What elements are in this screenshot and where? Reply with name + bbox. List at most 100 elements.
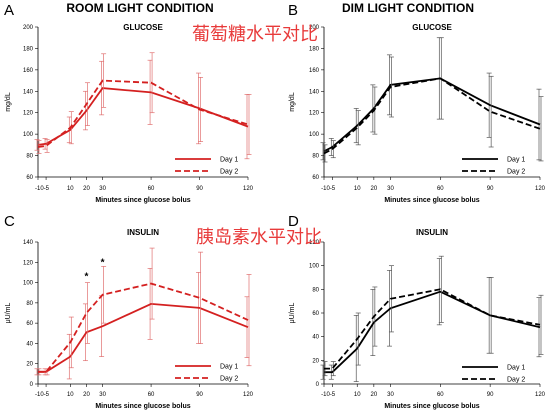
room-light-title: ROOM LIGHT CONDITION bbox=[66, 1, 213, 15]
panel-letter-b: B bbox=[288, 2, 298, 19]
y-tick-label: 120 bbox=[309, 240, 320, 246]
legend-label-day-2: Day 2 bbox=[507, 169, 525, 176]
chart-subtitle: INSULIN bbox=[127, 228, 159, 237]
chart-panel-d-insulin-dim: 0 20 40 60 80 100 120 -10-5 10 20 30 60 90 120 INSULIN… bbox=[289, 228, 546, 410]
y-tick-label: 200 bbox=[309, 25, 320, 31]
x-axis-label: Minutes since glucose bolus bbox=[384, 403, 479, 410]
legend-label-day-1: Day 1 bbox=[507, 365, 525, 372]
x-tick-label: 60 bbox=[437, 186, 444, 192]
x-tick-label: 60 bbox=[148, 392, 155, 398]
x-tick-label: 30 bbox=[387, 186, 394, 192]
chart-panel-c-insulin-room: 0 20 40 60 80 100 120 140 -10-5 10 20 30 60 90 120 INSU… bbox=[5, 228, 254, 410]
x-tick-label: 10 bbox=[354, 392, 361, 398]
y-tick-label: 40 bbox=[26, 341, 33, 347]
legend-label-day-2: Day 2 bbox=[220, 169, 238, 176]
x-axis-label: Minutes since glucose bolus bbox=[95, 403, 190, 410]
panel-letter-a: A bbox=[4, 2, 14, 19]
x-tick-label: 90 bbox=[196, 186, 203, 192]
x-tick-label: 20 bbox=[371, 392, 378, 398]
y-tick-label: 140 bbox=[23, 240, 34, 246]
y-tick-label: 80 bbox=[312, 287, 319, 293]
y-tick-label: 80 bbox=[26, 154, 33, 160]
y-tick-label: 20 bbox=[26, 362, 33, 368]
y-tick-label: 60 bbox=[312, 311, 319, 317]
x-tick-label: 30 bbox=[387, 392, 394, 398]
y-axis-label: mg/dL bbox=[289, 92, 296, 112]
x-tick-label: -10-5 bbox=[321, 392, 336, 398]
series-line-day-2 bbox=[324, 288, 541, 370]
x-tick-label: 30 bbox=[99, 186, 106, 192]
y-tick-label: 120 bbox=[23, 260, 34, 266]
x-tick-label: 30 bbox=[99, 392, 106, 398]
y-axis-label: μU/mL bbox=[5, 303, 12, 324]
x-tick-label: 60 bbox=[437, 392, 444, 398]
y-tick-label: 100 bbox=[309, 132, 320, 138]
y-tick-label: 140 bbox=[309, 89, 320, 95]
x-tick-label: -10-5 bbox=[321, 186, 336, 192]
x-tick-label: 10 bbox=[67, 392, 74, 398]
legend-label-day-1: Day 1 bbox=[220, 364, 238, 371]
y-tick-label: 160 bbox=[309, 68, 320, 74]
x-tick-label: 90 bbox=[196, 392, 203, 398]
series-line-day-1 bbox=[323, 77, 541, 153]
x-tick-label: 10 bbox=[67, 186, 74, 192]
series-line-day-2 bbox=[323, 77, 541, 155]
overlay-glucose-comparison: 葡萄糖水平对比 bbox=[192, 24, 318, 45]
y-tick-label: 100 bbox=[309, 264, 320, 270]
legend-label-day-1: Day 1 bbox=[220, 157, 238, 164]
y-tick-label: 120 bbox=[309, 111, 320, 117]
y-axis-label: μU/mL bbox=[289, 303, 296, 324]
overlay-insulin-comparison: 胰岛素水平对比 bbox=[196, 227, 322, 248]
chart-subtitle: INSULIN bbox=[416, 228, 448, 237]
x-tick-label: 120 bbox=[243, 186, 254, 192]
x-tick-label: 90 bbox=[487, 392, 494, 398]
series-line-day-2 bbox=[38, 282, 249, 373]
chart-subtitle: GLUCOSE bbox=[412, 23, 452, 32]
legend-label-day-2: Day 2 bbox=[220, 376, 238, 383]
chart-subtitle: GLUCOSE bbox=[123, 23, 163, 32]
y-tick-label: 0 bbox=[316, 382, 320, 388]
y-tick-label: 60 bbox=[312, 175, 319, 181]
x-tick-label: -10-5 bbox=[35, 186, 50, 192]
x-tick-label: 120 bbox=[535, 392, 546, 398]
y-tick-label: 160 bbox=[23, 68, 34, 74]
y-tick-label: 100 bbox=[23, 281, 34, 287]
x-tick-label: 20 bbox=[83, 186, 90, 192]
series-line-day-2 bbox=[37, 79, 249, 148]
panel-letter-c: C bbox=[4, 213, 15, 230]
x-tick-label: 20 bbox=[83, 392, 90, 398]
chart-panel-a-glucose-room: 60 80 100 120 140 160 180 200 -10-5 10 20 30 60 90 120… bbox=[5, 23, 254, 204]
x-tick-label: 120 bbox=[243, 392, 254, 398]
x-tick-label: 10 bbox=[354, 186, 361, 192]
significance-star: * bbox=[101, 257, 105, 268]
y-tick-label: 120 bbox=[23, 111, 34, 117]
y-tick-label: 100 bbox=[23, 132, 34, 138]
chart-panel-b-glucose-dim: 60 80 100 120 140 160 180 200 -10-5 10 20 30 60 90 120… bbox=[289, 23, 546, 204]
x-tick-label: 20 bbox=[371, 186, 378, 192]
panel-letter-d: D bbox=[288, 213, 299, 230]
y-tick-label: 60 bbox=[26, 175, 33, 181]
y-tick-label: 180 bbox=[23, 46, 34, 52]
x-tick-label: 120 bbox=[535, 186, 546, 192]
legend-label-day-1: Day 1 bbox=[507, 157, 525, 164]
x-axis-label: Minutes since glucose bolus bbox=[95, 197, 190, 204]
x-axis-label: Minutes since glucose bolus bbox=[384, 197, 479, 204]
y-tick-label: 180 bbox=[309, 46, 320, 52]
y-tick-label: 40 bbox=[312, 335, 319, 341]
y-tick-label: 140 bbox=[23, 89, 34, 95]
x-tick-label: 90 bbox=[487, 186, 494, 192]
y-tick-label: 80 bbox=[312, 154, 319, 160]
dim-light-title: DIM LIGHT CONDITION bbox=[342, 1, 474, 15]
y-tick-label: 20 bbox=[312, 358, 319, 364]
y-tick-label: 80 bbox=[26, 301, 33, 307]
y-tick-label: 60 bbox=[26, 321, 33, 327]
legend-label-day-2: Day 2 bbox=[507, 377, 525, 384]
series-line-day-1 bbox=[324, 290, 541, 374]
significance-star: * bbox=[85, 272, 89, 283]
y-tick-label: 200 bbox=[23, 25, 34, 31]
series-line-day-1 bbox=[38, 302, 249, 373]
x-tick-label: 60 bbox=[148, 186, 155, 192]
x-tick-label: -10-5 bbox=[35, 392, 50, 398]
y-axis-label: mg/dL bbox=[5, 92, 12, 112]
